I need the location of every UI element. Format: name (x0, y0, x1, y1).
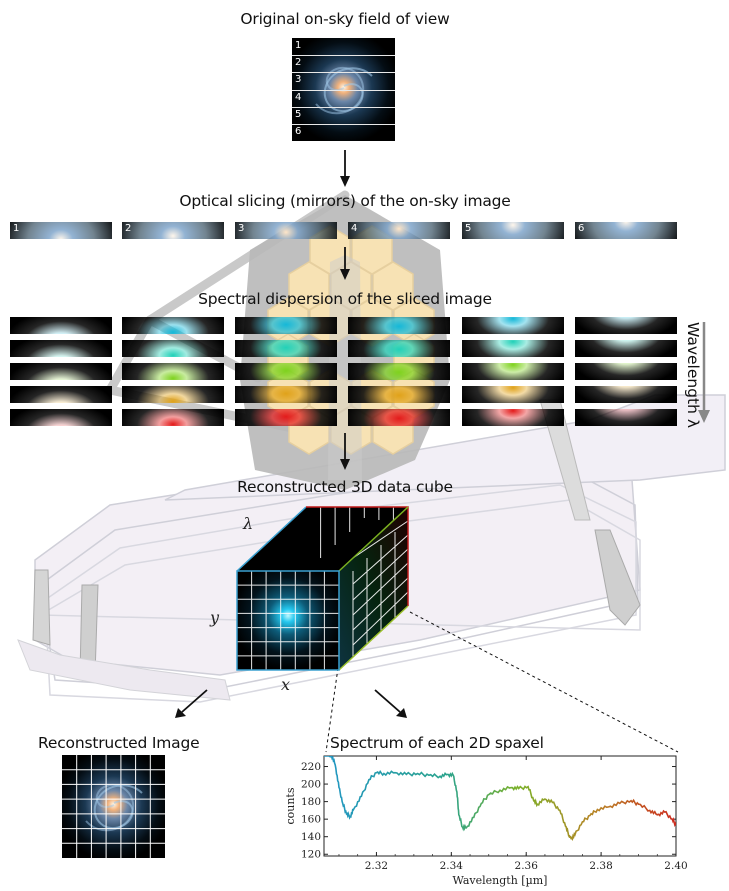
reconstructed-galaxy-picture (62, 755, 165, 858)
dispersed-slice (348, 409, 450, 426)
y-tick-label: 120 (301, 849, 321, 861)
x-tick-label: 2.40 (664, 860, 687, 872)
optical-slice-number: 5 (465, 223, 472, 234)
plot-frame (323, 755, 677, 857)
flow-arrows (175, 150, 407, 718)
optical-slice: 2 (122, 222, 224, 239)
x-tick-label: 2.32 (365, 860, 388, 872)
original-slice-number: 4 (295, 91, 302, 103)
title-original-view: Original on-sky field of view (240, 10, 450, 28)
title-reconstructed-image: Reconstructed Image (38, 734, 200, 752)
spectrum-chart: 2.32 2.34 2.36 2.38 2.40 120 140 160 180 200 220 Wa… (284, 755, 688, 887)
original-galaxy-image: 1 2 3 4 5 6 (292, 38, 395, 141)
dispersed-slice (10, 386, 112, 403)
dispersed-slice (122, 363, 224, 380)
dispersed-slice (122, 386, 224, 403)
cube-axis-x: x (281, 675, 291, 694)
spectrum-line (324, 756, 676, 842)
reconstructed-galaxy-image (62, 755, 165, 858)
dispersed-slice (122, 317, 224, 334)
dispersed-slice (235, 409, 337, 426)
slice-divider-line (292, 55, 395, 57)
optical-slice-number: 2 (125, 223, 132, 234)
y-tick-label: 140 (301, 831, 321, 843)
x-tick-label: 2.34 (440, 860, 464, 872)
dispersed-slice (462, 363, 564, 380)
dispersed-slice (235, 386, 337, 403)
dispersed-slice (575, 363, 677, 380)
optical-slice: 4 (348, 222, 450, 239)
dispersed-slice (575, 409, 677, 426)
title-spectrum: Spectrum of each 2D spaxel (330, 734, 544, 752)
optical-slice-number: 3 (238, 223, 245, 234)
optical-slice: 3 (235, 222, 337, 239)
y-tick-label: 160 (301, 814, 321, 826)
y-tick-label: 200 (301, 779, 321, 791)
dispersed-slice (235, 317, 337, 334)
dispersed-slice (462, 340, 564, 357)
optical-slice-number: 6 (578, 223, 585, 234)
title-spectral-dispersion: Spectral dispersion of the sliced image (198, 290, 492, 308)
optical-slice: 1 (10, 222, 112, 239)
dispersed-slice (122, 409, 224, 426)
slice-divider-line (292, 89, 395, 91)
original-slice-number: 5 (295, 108, 302, 120)
dispersed-slice (462, 317, 564, 334)
title-data-cube: Reconstructed 3D data cube (237, 478, 453, 496)
slice-divider-line (292, 106, 395, 108)
wavelength-label: Wavelength λ (684, 322, 702, 429)
original-slice-number: 3 (295, 74, 302, 86)
dispersed-slice (575, 340, 677, 357)
dispersed-slice (10, 409, 112, 426)
optical-slice-number: 4 (351, 223, 358, 234)
optical-slice-number: 1 (13, 223, 20, 234)
cube-axis-lambda: λ (243, 514, 254, 533)
cube-axis-y: y (210, 608, 220, 627)
dispersed-slice (10, 363, 112, 380)
original-slice-number: 1 (295, 40, 302, 51)
dispersed-slice (348, 317, 450, 334)
slice-divider-line (292, 72, 395, 74)
dispersed-slice (10, 317, 112, 334)
original-slice-number: 2 (295, 57, 302, 69)
dispersed-slice (122, 340, 224, 357)
dispersed-slice (462, 386, 564, 403)
dispersed-slice (10, 340, 112, 357)
dispersed-slice (575, 386, 677, 403)
y-tick-label: 220 (301, 761, 321, 773)
wavelength-arrow (698, 322, 710, 423)
x-tick-label: 2.38 (589, 860, 612, 872)
optical-slice: 6 (575, 222, 677, 239)
original-slice-number: 6 (295, 125, 302, 137)
spaxel-connector (325, 611, 679, 753)
dispersed-slice (462, 409, 564, 426)
slice-divider-line (292, 123, 395, 125)
x-tick-label: 2.36 (515, 860, 539, 872)
dispersed-slice (348, 386, 450, 403)
dispersed-slice (575, 317, 677, 334)
x-axis-label: Wavelength [µm] (453, 874, 548, 887)
dispersed-slice (348, 340, 450, 357)
optical-slice: 5 (462, 222, 564, 239)
y-tick-label: 180 (301, 796, 321, 808)
dispersed-slice (235, 340, 337, 357)
y-axis-label: counts (284, 787, 297, 824)
dispersed-slice (348, 363, 450, 380)
title-optical-slicing: Optical slicing (mirrors) of the on-sky … (179, 192, 511, 210)
dispersed-slice (235, 363, 337, 380)
data-cube (236, 506, 409, 671)
